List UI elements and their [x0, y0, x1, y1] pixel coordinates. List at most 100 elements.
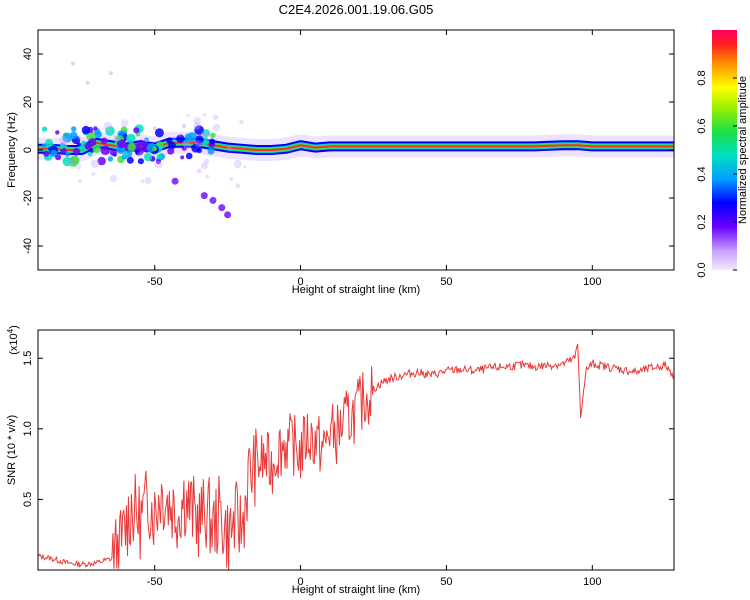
- snr-scale-label: (x104): [6, 325, 20, 355]
- spectrogram-faint-blob: [103, 121, 113, 131]
- spectrogram-blob: [116, 136, 122, 141]
- spectrogram-blob: [55, 154, 62, 161]
- spectrogram-blob: [156, 154, 162, 160]
- spectrogram-outlier: [224, 211, 232, 219]
- spectrogram-faint-blob: [90, 159, 100, 168]
- spectrogram-blob: [72, 148, 81, 156]
- spectrogram-faint-blob: [186, 114, 190, 117]
- spectrogram-blob: [44, 139, 54, 148]
- spectrogram-faint-blob: [235, 183, 241, 189]
- spectrogram-blob: [185, 152, 193, 160]
- snr-y-axis-title: SNR (10 * v/v): [6, 415, 18, 485]
- spectrogram-blob: [184, 139, 189, 144]
- spectrogram-faint-blob: [59, 135, 68, 145]
- spectrogram-outlier: [152, 126, 157, 131]
- colorbar-tick-label: 0.8: [696, 70, 708, 85]
- spectrogram-faint-blob: [67, 159, 74, 166]
- spectrogram-faint-blob: [113, 135, 120, 142]
- spectrogram-blob: [110, 149, 117, 156]
- spectrogram-faint-blob: [202, 112, 207, 117]
- spectrogram-blob: [194, 125, 204, 135]
- spectrogram-blob: [65, 152, 70, 157]
- spectrogram-blob: [135, 149, 141, 156]
- spectrogram-faint-blob: [196, 168, 202, 174]
- spectrogram-faint-blob: [109, 174, 117, 183]
- spectrogram-blob: [43, 150, 50, 157]
- spectrogram-outlier: [71, 61, 75, 66]
- spectrogram-faint-blob: [229, 176, 234, 182]
- snr-x-tick-label: 0: [298, 576, 304, 588]
- spectrogram-blob: [100, 145, 111, 155]
- spectrogram-faint-blob: [60, 141, 66, 147]
- spectrogram-blob: [71, 126, 77, 132]
- colorbar-gradient: [712, 30, 737, 270]
- spectrogram-faint-blob: [144, 138, 149, 143]
- spectrogram-blob: [144, 137, 149, 143]
- spectrogram-blob: [210, 132, 216, 138]
- spectrogram-faint-blob: [154, 160, 163, 169]
- colorbar: 0.0 0.2 0.4 0.6 0.8 Normalized spectral ampl…: [696, 30, 749, 278]
- spectrogram-faint-blob: [200, 162, 208, 170]
- spectrogram-blob: [81, 125, 91, 135]
- spectrogram-blob: [181, 145, 187, 151]
- spectrogram-faint-blob: [78, 178, 82, 183]
- spectrogram-blob: [168, 141, 176, 150]
- spectrogram-blob: [107, 156, 114, 162]
- spectrogram-blob: [92, 144, 101, 154]
- spectrogram-faint-blob: [200, 130, 209, 139]
- spectrogram-blob: [195, 135, 204, 144]
- spectrogram-blob: [55, 130, 60, 135]
- spectrogram-faint-blob: [227, 145, 232, 150]
- snr-x-axis-title: Height of straight line (km): [292, 584, 420, 596]
- snr-frame: [37, 329, 675, 571]
- snr-y-tick-label: 0.5: [22, 492, 34, 507]
- spectrogram-outlier: [85, 80, 90, 85]
- spectrogram-x-tick-label: 50: [440, 276, 452, 288]
- spectrogram-blob: [167, 147, 175, 155]
- spectrogram-blob: [127, 142, 136, 152]
- snr-y-tick-label: 1.0: [22, 421, 34, 436]
- snr-x-tick-label: 50: [440, 576, 452, 588]
- spectrogram-outlier: [108, 71, 113, 76]
- spectrogram-outlier: [218, 204, 226, 212]
- spectrogram-y-tick-label: -40: [22, 238, 34, 254]
- spectrogram-faint-blob: [178, 133, 182, 137]
- spectrogram-blob: [100, 137, 108, 145]
- snr-y-ticks: 0.5 1.0 1.5: [22, 351, 674, 507]
- spectrogram-blob: [60, 147, 67, 155]
- spectrogram-faint-blob: [212, 114, 219, 121]
- spectrogram-faint-blob: [91, 172, 96, 176]
- spectrogram-y-ticks: -40 -20 0 20 40: [22, 48, 674, 254]
- spectrogram-blob: [97, 156, 106, 166]
- spectrogram-blob: [59, 144, 65, 149]
- spectrogram-y-tick-label: 0: [22, 147, 34, 153]
- colorbar-ticks: 0.0 0.2 0.4 0.6 0.8: [696, 70, 737, 278]
- colorbar-tick-label: 0.2: [696, 214, 708, 229]
- spectrogram-blob: [152, 146, 157, 151]
- spectrogram-blob: [137, 158, 144, 165]
- spectrogram-outlier: [200, 192, 208, 200]
- spectrogram-faint-blob: [140, 179, 145, 184]
- spectrogram-blob: [50, 149, 58, 157]
- snr-x-ticks: -50 0 50 100: [147, 330, 601, 588]
- spectrogram-faint-blob: [77, 135, 83, 140]
- spectrogram-y-axis-title: Frequency (Hz): [6, 112, 18, 188]
- spectrogram-blob: [69, 131, 78, 140]
- spectrogram-faint-blob: [233, 160, 242, 169]
- spectrogram-y-tick-label: 40: [22, 48, 34, 60]
- spectrogram-blob: [41, 126, 48, 132]
- spectrogram-faint-blob: [183, 141, 192, 150]
- spectrogram-faint-blob: [144, 177, 152, 184]
- spectrogram-blob: [126, 133, 136, 144]
- spectrogram-blob: [202, 129, 211, 138]
- colorbar-label: Normalized spectral amplitude: [737, 76, 749, 224]
- figure-title: C2E4.2026.001.19.06.G05: [279, 2, 434, 17]
- spectrogram-faint-blob: [212, 123, 221, 132]
- spectrogram-blob: [209, 138, 216, 145]
- spectrogram-faint-blob: [205, 174, 210, 179]
- spectrogram-blob: [207, 147, 215, 155]
- spectrogram-blob: [126, 156, 134, 164]
- spectrogram-faint-blob: [121, 119, 129, 127]
- spectrogram-blob: [133, 127, 140, 134]
